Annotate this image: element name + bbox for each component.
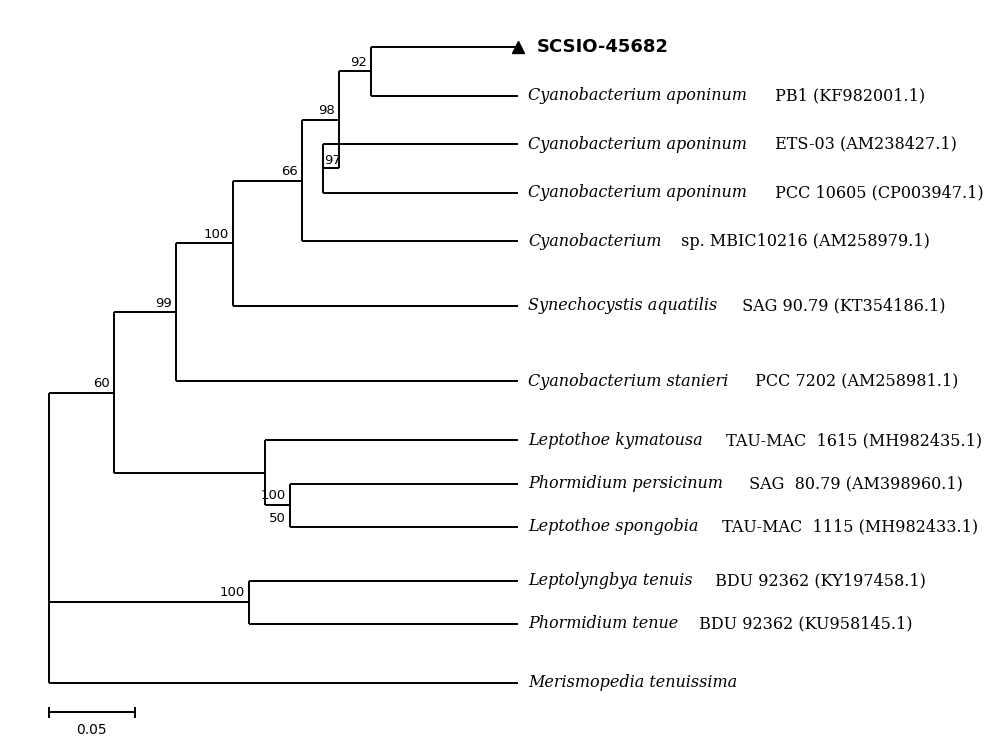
- Text: BDU 92362 (KU958145.1): BDU 92362 (KU958145.1): [694, 615, 913, 632]
- Text: Leptothoe spongobia: Leptothoe spongobia: [528, 518, 699, 535]
- Text: Cyanobacterium stanieri: Cyanobacterium stanieri: [528, 372, 728, 390]
- Text: Leptothoe kymatousa: Leptothoe kymatousa: [528, 432, 703, 449]
- Text: Phormidium persicinum: Phormidium persicinum: [528, 475, 723, 492]
- Text: Merismopedia tenuissima: Merismopedia tenuissima: [528, 674, 737, 692]
- Text: BDU 92362 (KY197458.1): BDU 92362 (KY197458.1): [710, 572, 926, 589]
- Text: 99: 99: [155, 297, 171, 309]
- Text: TAU-MAC  1115 (MH982433.1): TAU-MAC 1115 (MH982433.1): [717, 518, 978, 535]
- Text: 97: 97: [324, 154, 341, 167]
- Text: Cyanobacterium: Cyanobacterium: [528, 233, 662, 249]
- Text: 100: 100: [203, 228, 229, 240]
- Text: 98: 98: [318, 105, 335, 117]
- Text: Cyanobacterium aponinum: Cyanobacterium aponinum: [528, 184, 747, 201]
- Text: 50: 50: [269, 512, 286, 525]
- Text: Cyanobacterium aponinum: Cyanobacterium aponinum: [528, 136, 747, 153]
- Text: PB1 (KF982001.1): PB1 (KF982001.1): [770, 88, 925, 104]
- Text: PCC 10605 (CP003947.1): PCC 10605 (CP003947.1): [770, 184, 984, 201]
- Text: 92: 92: [351, 56, 367, 69]
- Text: TAU-MAC  1615 (MH982435.1): TAU-MAC 1615 (MH982435.1): [721, 432, 982, 449]
- Text: Phormidium tenue: Phormidium tenue: [528, 615, 678, 632]
- Text: SCSIO-45682: SCSIO-45682: [536, 39, 668, 56]
- Text: PCC 7202 (AM258981.1): PCC 7202 (AM258981.1): [750, 372, 958, 390]
- Text: 66: 66: [281, 165, 298, 178]
- Text: Synechocystis aquatilis: Synechocystis aquatilis: [528, 298, 717, 315]
- Text: 0.05: 0.05: [77, 723, 107, 738]
- Text: sp. MBIC10216 (AM258979.1): sp. MBIC10216 (AM258979.1): [676, 233, 930, 249]
- Text: 100: 100: [261, 490, 286, 502]
- Text: 100: 100: [220, 586, 245, 600]
- Text: 60: 60: [94, 377, 110, 390]
- Text: ETS-03 (AM238427.1): ETS-03 (AM238427.1): [770, 136, 957, 153]
- Text: SAG 90.79 (KT354186.1): SAG 90.79 (KT354186.1): [737, 298, 946, 315]
- Text: SAG  80.79 (AM398960.1): SAG 80.79 (AM398960.1): [744, 475, 963, 492]
- Text: Leptolyngbya tenuis: Leptolyngbya tenuis: [528, 572, 693, 589]
- Text: Cyanobacterium aponinum: Cyanobacterium aponinum: [528, 88, 747, 104]
